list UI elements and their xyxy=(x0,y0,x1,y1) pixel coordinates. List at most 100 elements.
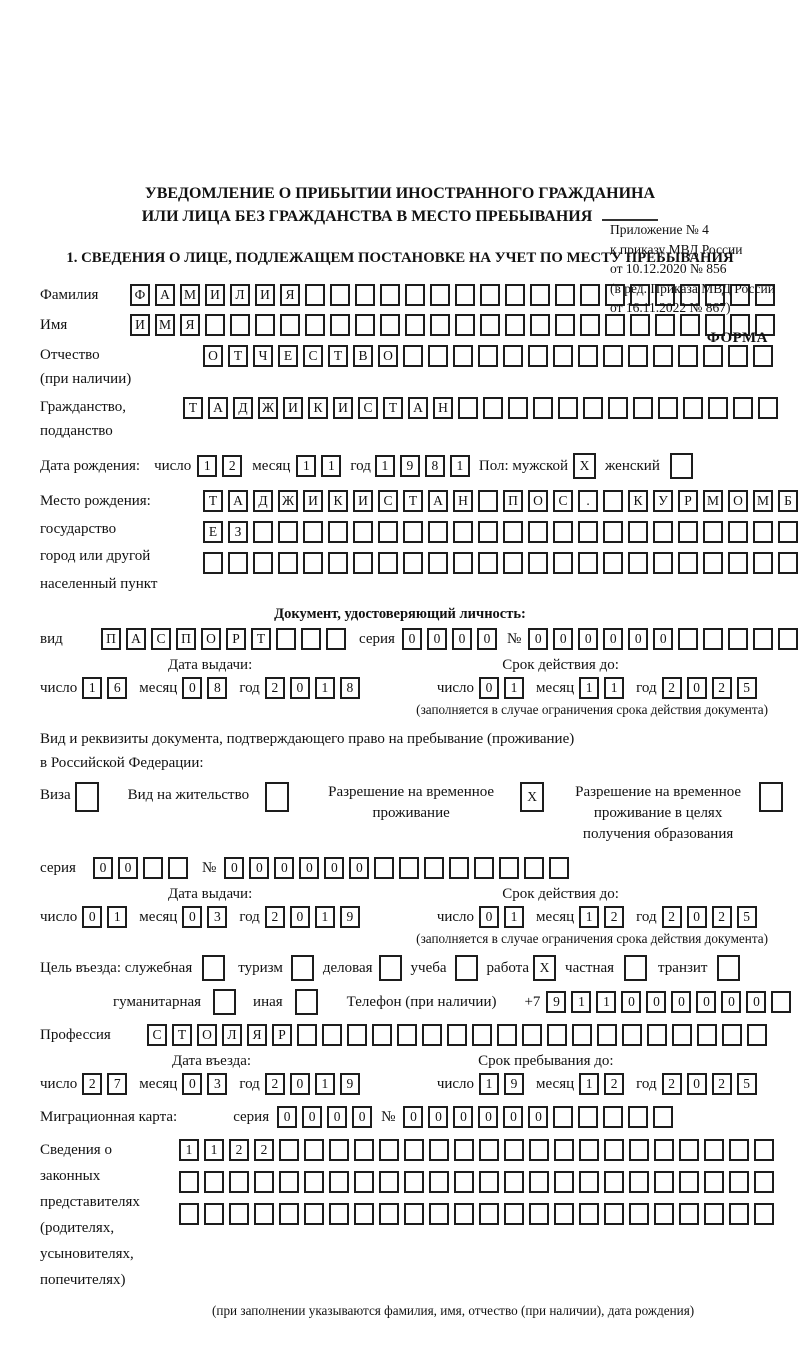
profession-label: Профессия xyxy=(40,1026,111,1043)
legal-reps-label-line: усыновителях, xyxy=(40,1246,134,1262)
year-label: год xyxy=(636,1075,657,1092)
purpose-tourism-checkbox[interactable] xyxy=(290,955,319,981)
month-label: месяц xyxy=(536,908,575,925)
edu-permit-label-line1: Разрешение на временное xyxy=(575,784,742,800)
migration-series-label: серия xyxy=(233,1108,270,1125)
doc-issue-date-label: Дата выдачи: xyxy=(168,657,253,673)
birth-day-label: число xyxy=(154,457,192,474)
year-label: год xyxy=(239,679,260,696)
legal-reps-cells-row3[interactable] xyxy=(179,1203,779,1225)
purpose-private-checkbox[interactable] xyxy=(624,955,652,981)
temp-permit-label-line2: проживание xyxy=(372,805,450,821)
patronymic-label: Отчество (при наличии) xyxy=(40,343,203,391)
form-title-line2-text: ИЛИ ЛИЦА БЕЗ ГРАЖДАНСТВА В МЕСТО ПРЕБЫВА… xyxy=(141,208,593,225)
month-label: месяц xyxy=(139,679,178,696)
visa-checkbox[interactable] xyxy=(74,782,104,812)
male-checkbox[interactable]: X xyxy=(573,453,601,479)
doc-kind-label: вид xyxy=(40,630,63,647)
phone-label: Телефон (при наличии) xyxy=(346,993,497,1010)
purpose-work-checkbox[interactable]: X xyxy=(533,955,561,981)
edu-permit-checkbox[interactable] xyxy=(759,782,788,812)
legal-reps-cells-row2[interactable] xyxy=(179,1171,779,1193)
form-title-line2: ИЛИ ЛИЦА БЕЗ ГРАЖДАНСТВА В МЕСТО ПРЕБЫВА… xyxy=(0,205,800,228)
purpose-other-checkbox[interactable] xyxy=(294,989,323,1015)
birth-place-cells-row3[interactable] xyxy=(203,552,800,574)
year-label: год xyxy=(239,908,260,925)
appendix-note: Приложение № 4 к приказу МВД России от 1… xyxy=(610,220,775,318)
migration-card-label: Миграционная карта: xyxy=(40,1108,178,1125)
legal-reps-label-line: законных xyxy=(40,1168,101,1184)
phone-prefix: +7 xyxy=(524,993,541,1010)
birth-place-label-line: город или другой xyxy=(40,548,151,564)
form-page: Приложение № 4 к приказу МВД России от 1… xyxy=(0,182,800,1345)
citizenship-label: Гражданство, подданство xyxy=(40,395,183,443)
appendix-line: Приложение № 4 xyxy=(610,222,709,237)
day-label: число xyxy=(40,679,78,696)
purpose-study-checkbox[interactable] xyxy=(454,955,483,981)
birth-place-label-line: Место рождения: xyxy=(40,493,151,509)
purpose-humanitarian-checkbox[interactable] xyxy=(213,989,241,1015)
year-label: год xyxy=(636,908,657,925)
purpose-private-label: частная xyxy=(565,959,615,976)
appendix-line: от 10.12.2020 № 856 xyxy=(610,261,727,276)
purpose-tourism-label: туризм xyxy=(238,959,283,976)
residence-permit-checkbox[interactable] xyxy=(265,782,294,812)
purpose-official-checkbox[interactable] xyxy=(202,955,230,981)
identity-doc-date-headers: Дата выдачи: Срок действия до: xyxy=(0,657,800,674)
female-checkbox[interactable] xyxy=(669,453,698,479)
birth-place-block: Место рождения: государство город или др… xyxy=(0,488,800,598)
purpose-transit-checkbox[interactable] xyxy=(717,955,745,981)
day-label: число xyxy=(40,1075,78,1092)
residence-doc-intro: Вид и реквизиты документа, подтверждающе… xyxy=(0,727,800,775)
purpose-business-checkbox[interactable] xyxy=(378,955,407,981)
name-label: Имя xyxy=(40,316,68,333)
section1-heading: 1. СВЕДЕНИЯ О ЛИЦЕ, ПОДЛЕЖАЩЕМ ПОСТАНОВК… xyxy=(66,250,734,266)
temp-permit-checkbox[interactable]: X xyxy=(520,782,549,812)
purpose-row: Цель въезда: служебная туризм деловая уч… xyxy=(0,955,800,981)
doc-limit-note: (заполняется в случае ограничения срока … xyxy=(416,702,768,717)
birth-place-label-line: населенный пункт xyxy=(40,575,158,592)
